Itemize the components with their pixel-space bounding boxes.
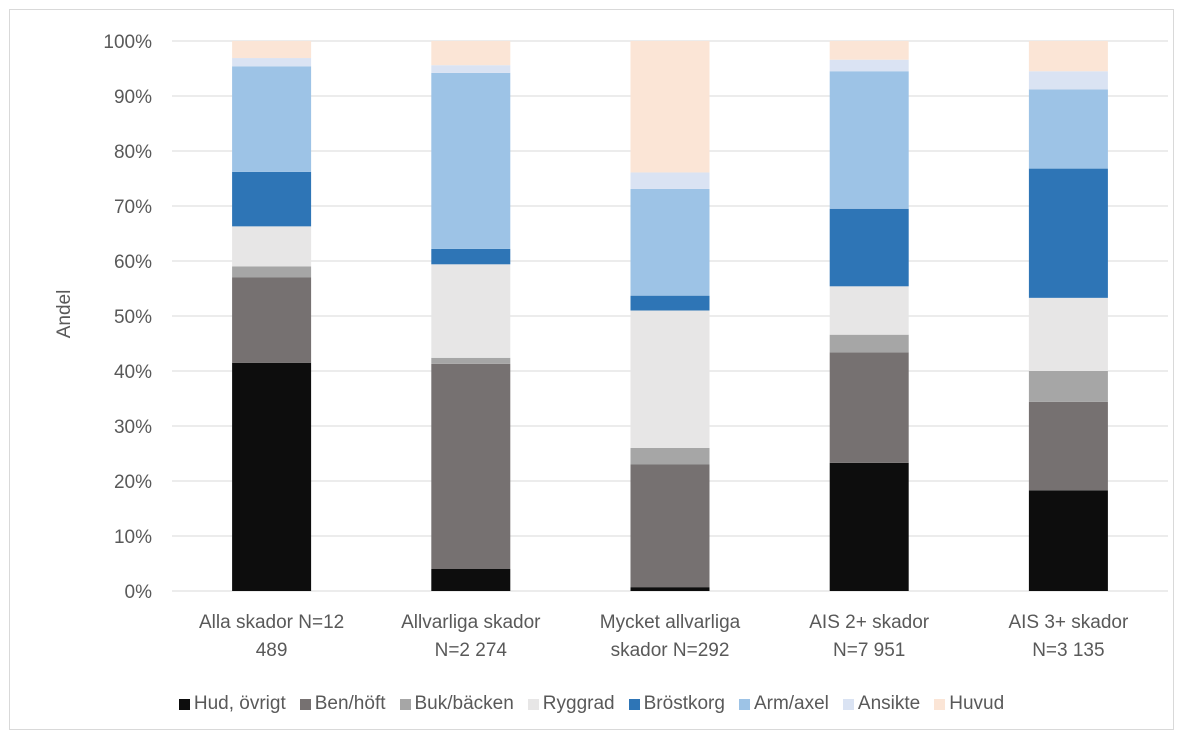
bar-segment: [829, 208, 909, 287]
category-label: 489: [256, 640, 288, 661]
bar-segment: [630, 172, 710, 189]
legend-label: Arm/axel: [753, 693, 829, 714]
legend-swatch: [299, 698, 311, 710]
y-tick-labels: 0% 10% 20% 30% 40% 50% 60% 70% 80% 90% 100%: [103, 32, 152, 603]
legend-label: Ryggrad: [542, 693, 615, 714]
bar-segment: [232, 277, 312, 363]
bar-segment: [431, 72, 511, 249]
bar-segment: [1028, 297, 1108, 371]
y-tick-label: 60%: [114, 252, 152, 273]
legend-label: Hud, övrigt: [193, 693, 286, 714]
legend-swatch: [934, 698, 946, 710]
legend-label: Buk/bäcken: [414, 693, 514, 714]
bar-segment: [431, 41, 511, 66]
legend-label: Ben/höft: [314, 693, 386, 714]
legend-item: Hud, övrigt: [178, 693, 286, 715]
bar-segment: [829, 71, 909, 209]
legend-item: Ansikte: [842, 693, 921, 715]
bar-segment: [630, 587, 710, 591]
y-tick-label: 90%: [114, 87, 152, 108]
legend-item: Arm/axel: [738, 693, 829, 715]
legend-swatch: [628, 698, 640, 710]
bar-segment: [232, 362, 312, 591]
legend: Hud, övrigt Ben/höft Buk/bäcken Ryggrad Brös…: [0, 691, 1183, 717]
bar-segment: [431, 363, 511, 569]
bar-segment: [1028, 168, 1108, 298]
bar-segment: [232, 171, 312, 227]
legend-item: Bröstkorg: [628, 693, 725, 715]
bar-segment: [829, 59, 909, 72]
category-label: N=2 274: [435, 640, 508, 661]
bar-segment: [232, 226, 312, 267]
bar-segment: [1028, 401, 1108, 491]
bar-segment: [232, 41, 312, 59]
y-tick-label: 0%: [125, 582, 153, 603]
legend-swatch: [178, 698, 190, 710]
bar-segment: [829, 41, 909, 60]
bar-segment: [431, 264, 511, 358]
legend-label: Bröstkorg: [643, 693, 725, 714]
bar-segment: [1028, 89, 1108, 169]
y-tick-label: 30%: [114, 417, 152, 438]
bar-segment: [630, 310, 710, 448]
bar-segment: [1028, 71, 1108, 90]
bar-segment: [232, 266, 312, 278]
bar-segment: [630, 464, 710, 588]
category-label: AIS 3+ skador: [1008, 612, 1129, 633]
bar-segment: [829, 462, 909, 591]
category-label: N=3 135: [1032, 640, 1104, 661]
bar-segment: [630, 188, 710, 296]
bar-segment: [431, 357, 511, 364]
y-axis-title: Andel: [54, 290, 75, 339]
bar-segment: [1028, 41, 1108, 72]
y-tick-label: 50%: [114, 307, 152, 328]
bar-segment: [630, 41, 710, 173]
category-label: AIS 2+ skador: [809, 612, 930, 633]
bar-segment: [431, 248, 511, 265]
category-labels: Alla skador N=12 489 Allvarliga skador N=2 …: [199, 612, 1129, 661]
legend-swatch: [842, 698, 854, 710]
legend-item: Huvud: [934, 693, 1004, 715]
category-label: Allvarliga skador: [401, 612, 541, 633]
y-tick-label: 20%: [114, 472, 152, 493]
y-tick-label: 40%: [114, 362, 152, 383]
y-tick-label: 70%: [114, 197, 152, 218]
bar-segment: [232, 66, 312, 172]
chart-frame: [9, 9, 1174, 730]
bar-segment: [829, 334, 909, 353]
legend-item: Ben/höft: [299, 693, 386, 715]
category-label: N=7 951: [833, 640, 905, 661]
y-tick-label: 100%: [103, 32, 152, 53]
category-label: skador N=292: [611, 640, 730, 661]
bar-segment: [1028, 490, 1108, 591]
category-label: Alla skador N=12: [199, 612, 344, 633]
bar-segment: [630, 295, 710, 311]
y-tick-label: 10%: [114, 527, 152, 548]
y-tick-label: 80%: [114, 142, 152, 163]
legend-swatch: [399, 698, 411, 710]
legend-swatch: [527, 698, 539, 710]
bars: [232, 41, 1108, 591]
legend-label: Huvud: [949, 693, 1005, 714]
bar-segment: [1028, 371, 1108, 402]
bar-segment: [829, 286, 909, 335]
legend-label: Ansikte: [857, 693, 921, 714]
category-label: Mycket allvarliga: [600, 612, 741, 633]
bar-segment: [232, 58, 312, 67]
legend-item: Ryggrad: [527, 693, 615, 715]
bar-segment: [829, 352, 909, 463]
legend-item: Buk/bäcken: [399, 693, 514, 715]
bar-segment: [630, 448, 710, 465]
bar-segment: [431, 569, 511, 591]
bar-segment: [431, 65, 511, 73]
legend-swatch: [738, 698, 750, 710]
